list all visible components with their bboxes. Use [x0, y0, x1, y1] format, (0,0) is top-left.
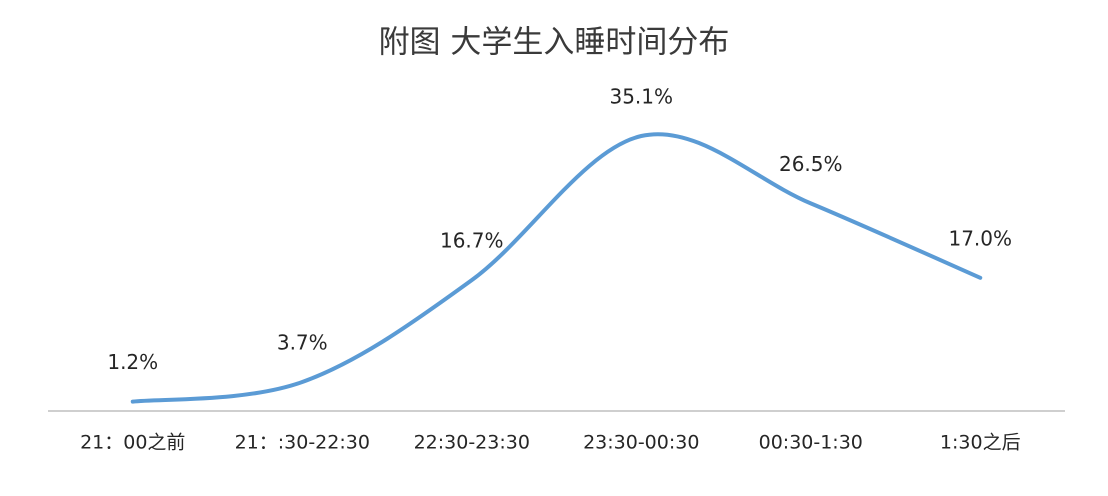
line-series	[130, 132, 983, 404]
chart-title: 附图 大学生入睡时间分布	[379, 25, 730, 61]
value-label: 3.7%	[277, 331, 328, 355]
x-tick-label: 00:30-1:30	[759, 432, 863, 454]
value-label: 26.5%	[779, 152, 843, 176]
x-tick-label: 21：00之前	[80, 432, 185, 454]
x-tick-label: 21：:30-22:30	[235, 432, 370, 454]
x-tick-label: 22:30-23:30	[414, 432, 530, 454]
value-label: 35.1%	[609, 85, 673, 109]
value-label: 1.2%	[107, 350, 158, 374]
value-label: 16.7%	[440, 229, 504, 253]
x-tick-label: 1:30之后	[940, 432, 1021, 454]
x-tick-label: 23:30-00:30	[583, 432, 699, 454]
value-label: 17.0%	[948, 226, 1012, 250]
